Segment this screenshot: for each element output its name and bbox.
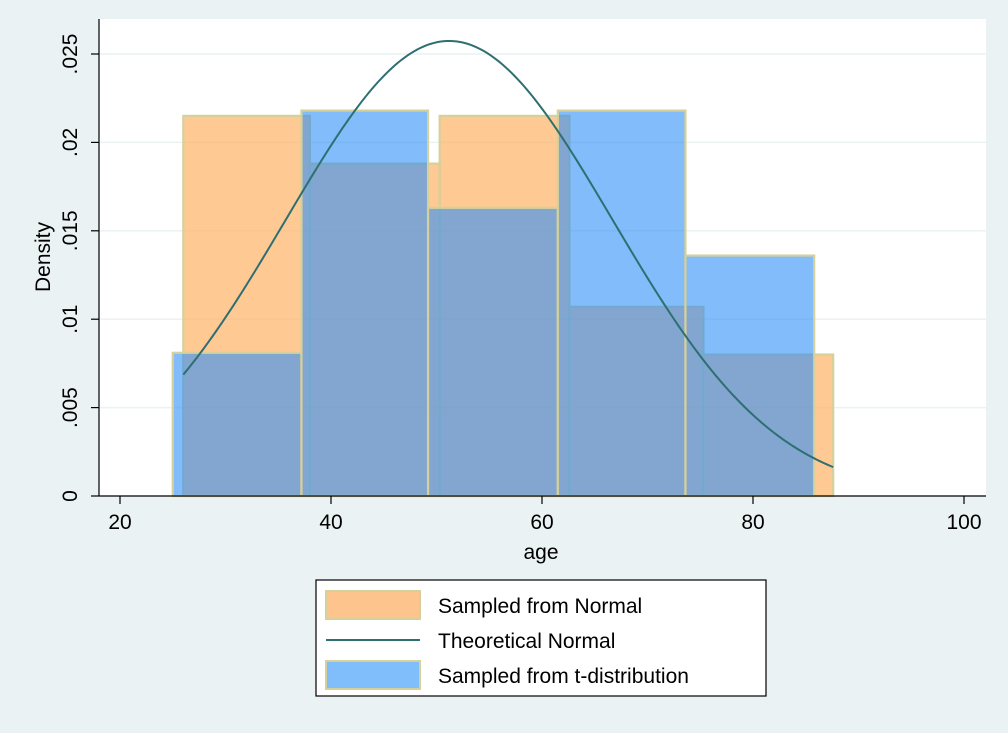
y-tick-label: 0	[59, 490, 82, 502]
x-axis-title: age	[523, 541, 558, 564]
t-bar-1	[300, 109, 430, 498]
legend-swatch-t	[325, 660, 421, 690]
theoretical-normal-curve	[182, 39, 834, 469]
y-tick-label: .01	[59, 305, 82, 334]
x-tick-label: 80	[741, 511, 764, 534]
legend-swatch-normal	[325, 590, 421, 620]
t-bar-3	[556, 109, 687, 498]
legend-label-theoretical: Theoretical Normal	[438, 630, 615, 653]
t-bar-0	[171, 351, 303, 498]
legend-label-normal: Sampled from Normal	[438, 595, 642, 618]
y-tick-label: .025	[59, 34, 82, 75]
x-tick-label: 20	[108, 511, 131, 534]
y-tick-label: .015	[59, 210, 82, 251]
t-bar-4	[684, 254, 816, 498]
legend-label-t: Sampled from t-distribution	[438, 665, 689, 688]
y-tick-label: .005	[59, 387, 82, 428]
x-tick-label: 100	[946, 511, 981, 534]
y-tick-label: .02	[59, 128, 82, 157]
y-axis-title: Density	[32, 221, 55, 292]
x-tick-label: 40	[319, 511, 342, 534]
t-bar-2	[426, 206, 559, 498]
x-tick-label: 60	[530, 511, 553, 534]
axes: 20 40 60 80 100 0 .005 .01 .015 .02 .025	[59, 19, 986, 534]
curve-layer	[182, 39, 834, 469]
legend: Sampled from Normal Theoretical Normal S…	[315, 579, 767, 697]
